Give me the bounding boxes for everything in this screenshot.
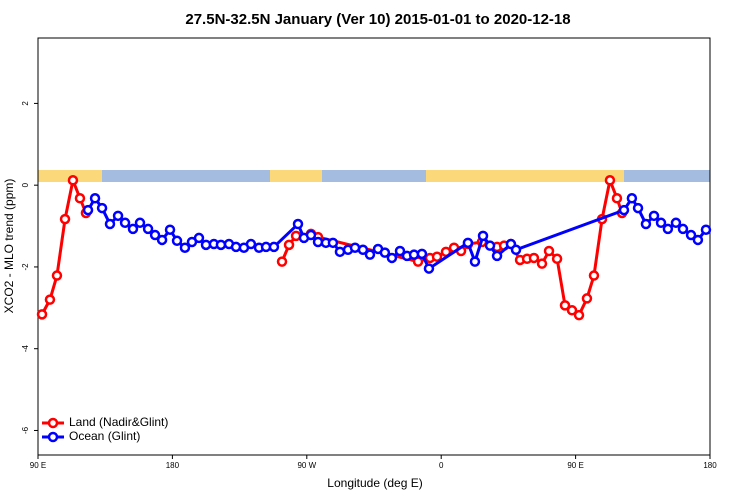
data-point [134, 217, 146, 229]
data-point [394, 245, 406, 257]
x-tick-label: 0 [439, 461, 444, 470]
data-point [67, 175, 79, 186]
data-point [632, 202, 644, 214]
y-tick-label: -4 [21, 345, 30, 353]
data-point [334, 246, 346, 258]
data-point [677, 223, 689, 235]
data-point [268, 241, 280, 253]
data-point [491, 250, 503, 262]
data-point [536, 258, 548, 269]
data-point [416, 248, 428, 260]
data-point [74, 193, 86, 204]
data-point [112, 210, 124, 222]
data-point [611, 193, 623, 204]
data-point [423, 263, 435, 274]
data-point [44, 294, 56, 305]
data-point [431, 251, 443, 262]
y-tick-label: 0 [21, 182, 30, 187]
data-point [59, 213, 71, 225]
data-point [305, 229, 317, 241]
data-point [386, 252, 398, 264]
x-tick-label: 180 [166, 461, 180, 470]
plot-frame [37, 37, 711, 456]
data-point [89, 193, 101, 204]
legend-label: Ocean (Glint) [69, 429, 140, 443]
legend-label: Land (Nadir&Glint) [69, 415, 168, 429]
data-point [551, 253, 563, 265]
data-point [171, 235, 183, 247]
data-point [156, 234, 168, 246]
data-point [357, 244, 369, 256]
x-tick-label: 90 W [297, 461, 316, 470]
data-point [670, 217, 682, 229]
x-tick-label: 90 E [567, 461, 583, 470]
data-point [96, 202, 108, 214]
data-point [127, 223, 139, 235]
data-point [604, 175, 616, 186]
series-line [86, 195, 708, 271]
data-point [364, 249, 376, 260]
data-point [477, 230, 489, 242]
data-point [149, 229, 161, 241]
legend-marker [47, 417, 59, 429]
data-point [82, 204, 94, 216]
data-point [692, 234, 704, 246]
y-axis-label: XCO2 - MLO trend (ppm) [2, 179, 16, 314]
data-point [179, 242, 191, 253]
y-tick-label: -2 [21, 263, 30, 271]
data-point [276, 256, 288, 267]
legend-marker [47, 431, 59, 443]
chart-title: 27.5N-32.5N January (Ver 10) 2015-01-01 … [185, 11, 570, 28]
data-point [462, 237, 474, 249]
data-point [379, 247, 391, 258]
data-point [588, 270, 600, 281]
data-point [626, 193, 638, 204]
data-point [648, 210, 660, 222]
data-point [245, 238, 257, 250]
data-point [142, 223, 154, 235]
x-tick-label: 180 [703, 461, 717, 470]
data-point [327, 237, 339, 249]
y-tick-label: -6 [21, 426, 30, 434]
data-point [581, 293, 593, 304]
x-tick-label: 90 E [30, 461, 46, 470]
y-tick-label: 2 [21, 101, 30, 106]
data-point [655, 217, 667, 229]
data-point [51, 270, 63, 281]
data-point [283, 239, 295, 251]
x-axis-label: Longitude (deg E) [327, 476, 422, 490]
data-point [484, 240, 496, 251]
data-point [510, 244, 522, 256]
data-point [469, 256, 481, 267]
data-point [662, 223, 674, 235]
data-point [119, 217, 131, 229]
data-point [618, 204, 630, 216]
data-point [104, 218, 116, 230]
data-point [193, 232, 205, 244]
data-point [559, 300, 571, 311]
data-point [640, 218, 652, 230]
data-point [700, 224, 712, 235]
data-point [292, 218, 304, 230]
data-point [215, 239, 227, 251]
data-point [685, 229, 697, 241]
data-point [164, 224, 176, 235]
data-point [573, 309, 585, 321]
data-point [36, 309, 48, 320]
land-mask-strip [38, 170, 710, 182]
data-point [543, 245, 555, 257]
data-point [566, 305, 578, 316]
data-point [528, 252, 540, 264]
